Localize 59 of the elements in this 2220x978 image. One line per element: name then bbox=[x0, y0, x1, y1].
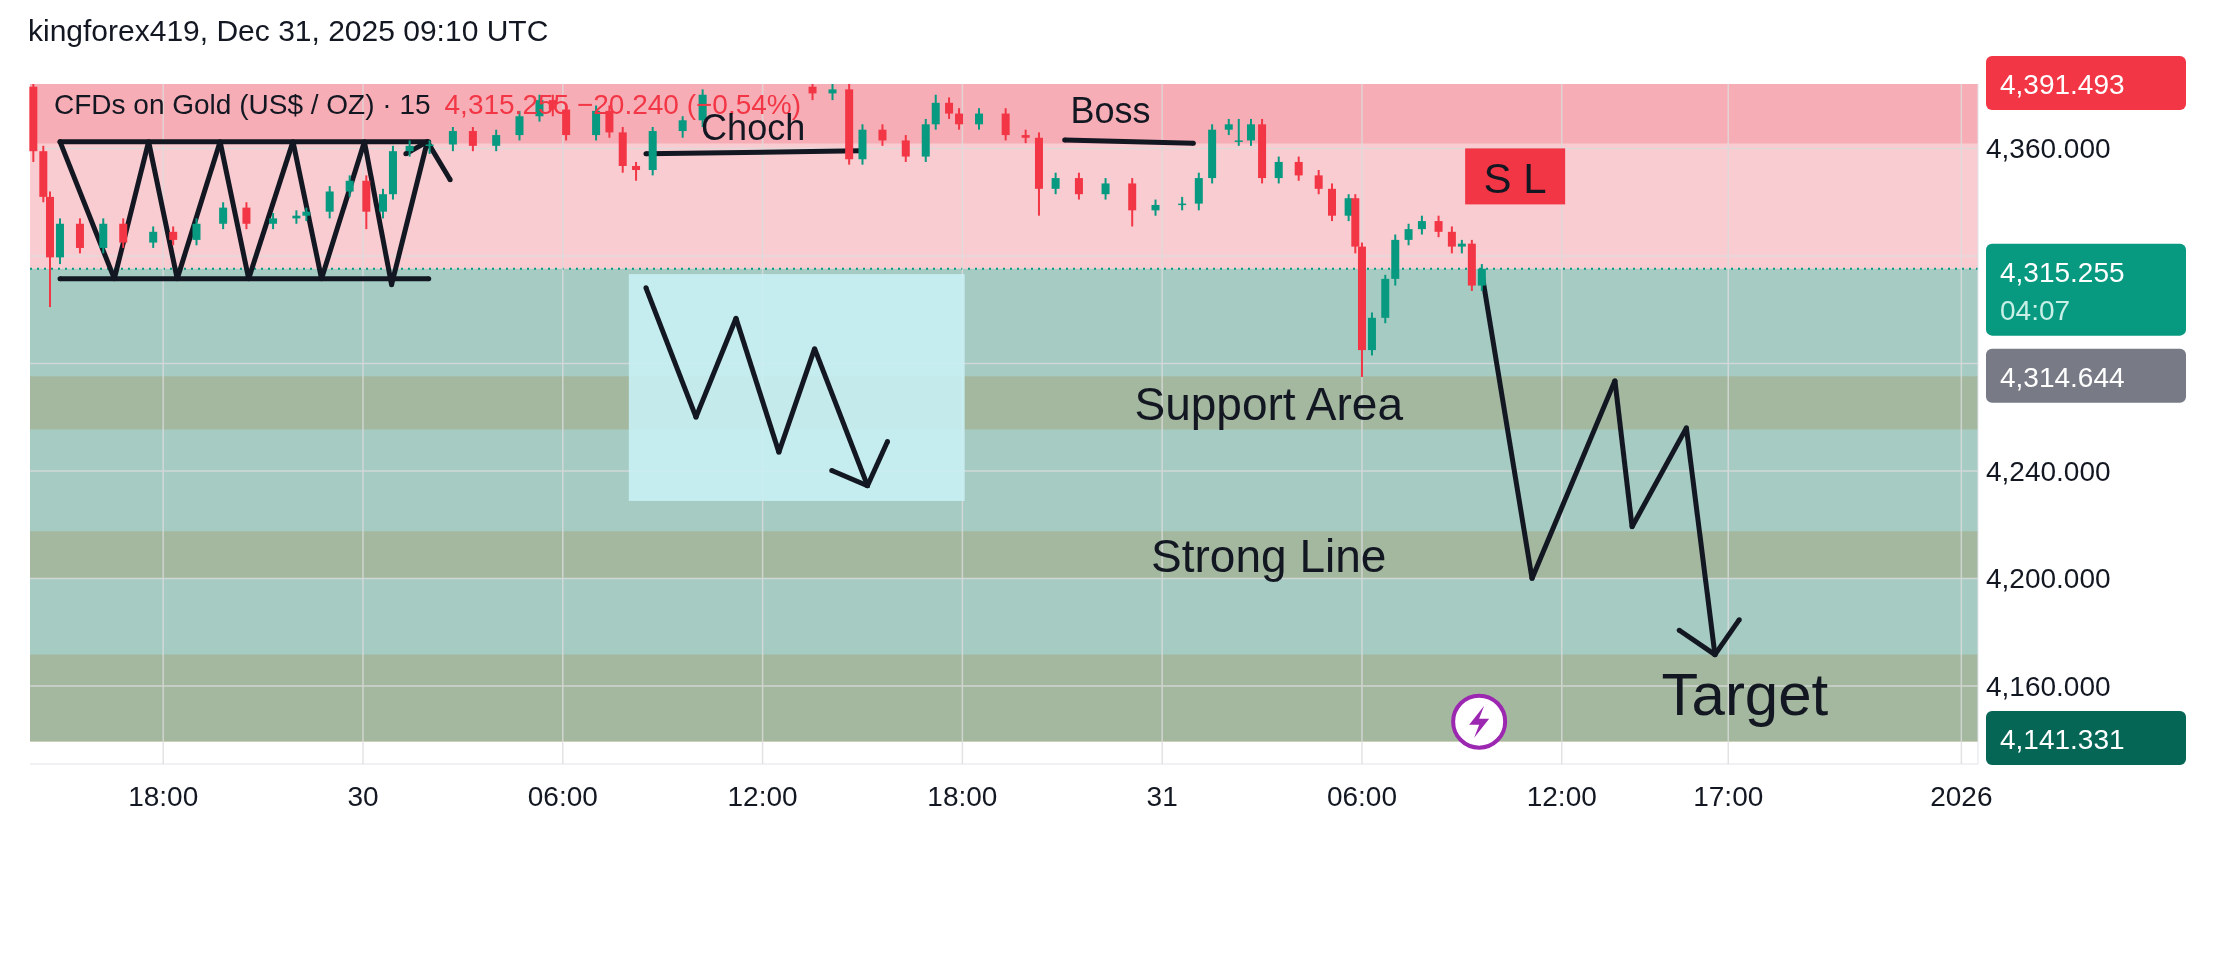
text: 4,315.255 bbox=[2000, 256, 2125, 288]
candlestick bbox=[678, 115, 687, 139]
x-tick-label: 17:00 bbox=[1693, 780, 1764, 812]
candlestick bbox=[945, 96, 954, 120]
candlestick bbox=[1404, 222, 1413, 247]
candlestick bbox=[242, 201, 251, 231]
y-tick-label: 4,200.000 bbox=[1986, 563, 2111, 595]
x-tick-label: 06:00 bbox=[1326, 780, 1397, 812]
x-tick-label: 30 bbox=[347, 780, 379, 812]
text: kingforex419, Dec 31, 2025 09:10 UTC bbox=[27, 13, 550, 49]
candlestick bbox=[1274, 155, 1283, 185]
y-tick-label: 4,360.000 bbox=[1986, 133, 2111, 165]
text: 4,391.493 bbox=[2000, 69, 2125, 100]
candlestick bbox=[468, 126, 477, 153]
candlestick bbox=[878, 123, 887, 147]
y-tick-label: 4,160.000 bbox=[1986, 671, 2111, 702]
candlestick bbox=[192, 217, 201, 247]
candlestick bbox=[345, 174, 354, 198]
x-tick-label: 12:00 bbox=[1526, 780, 1597, 812]
candlestick bbox=[378, 187, 387, 220]
candlestick bbox=[1001, 107, 1010, 142]
candlestick bbox=[1246, 117, 1255, 147]
candlestick bbox=[1074, 171, 1083, 201]
candlestick bbox=[1434, 214, 1443, 239]
candlestick bbox=[169, 225, 178, 247]
x-tick-label: 18:00 bbox=[128, 780, 199, 812]
text: 04:07 bbox=[2000, 294, 2071, 326]
x-tick-label: 18:00 bbox=[927, 780, 998, 812]
candlestick bbox=[219, 201, 228, 231]
x-tick-label: 2026 bbox=[1930, 780, 1993, 812]
candlestick bbox=[1294, 155, 1303, 182]
text: 4,314.644 bbox=[2000, 361, 2125, 393]
annotation: Boss bbox=[1070, 90, 1151, 132]
band-label: Target bbox=[1661, 661, 1829, 729]
candlestick bbox=[492, 128, 501, 153]
chart-title: CFDs on Gold (US$ / OZ) · 15 bbox=[54, 89, 431, 120]
candlestick bbox=[1051, 171, 1060, 196]
candlestick bbox=[901, 134, 910, 163]
candlestick bbox=[1234, 117, 1243, 147]
candlestick bbox=[1417, 214, 1426, 236]
candlestick bbox=[632, 160, 641, 182]
y-tick-label: 4,240.000 bbox=[1986, 455, 2111, 487]
x-tick-label: 31 bbox=[1146, 780, 1178, 812]
candlestick bbox=[955, 107, 964, 131]
candlestick bbox=[1314, 169, 1323, 196]
candlestick bbox=[119, 217, 128, 249]
band-label: Strong Line bbox=[1151, 529, 1387, 582]
x-tick-label: 12:00 bbox=[727, 780, 798, 812]
candlestick bbox=[975, 107, 984, 131]
candlestick bbox=[325, 185, 334, 220]
band-label: Support Area bbox=[1134, 377, 1404, 430]
candlestick bbox=[1447, 225, 1456, 255]
candlestick bbox=[149, 225, 158, 249]
band-label: S L bbox=[1483, 155, 1547, 203]
text: 4,141.331 bbox=[2000, 723, 2125, 755]
candlestick bbox=[448, 126, 457, 153]
candlestick bbox=[931, 93, 940, 131]
candlestick bbox=[1101, 177, 1110, 201]
x-tick-label: 06:00 bbox=[527, 780, 598, 812]
